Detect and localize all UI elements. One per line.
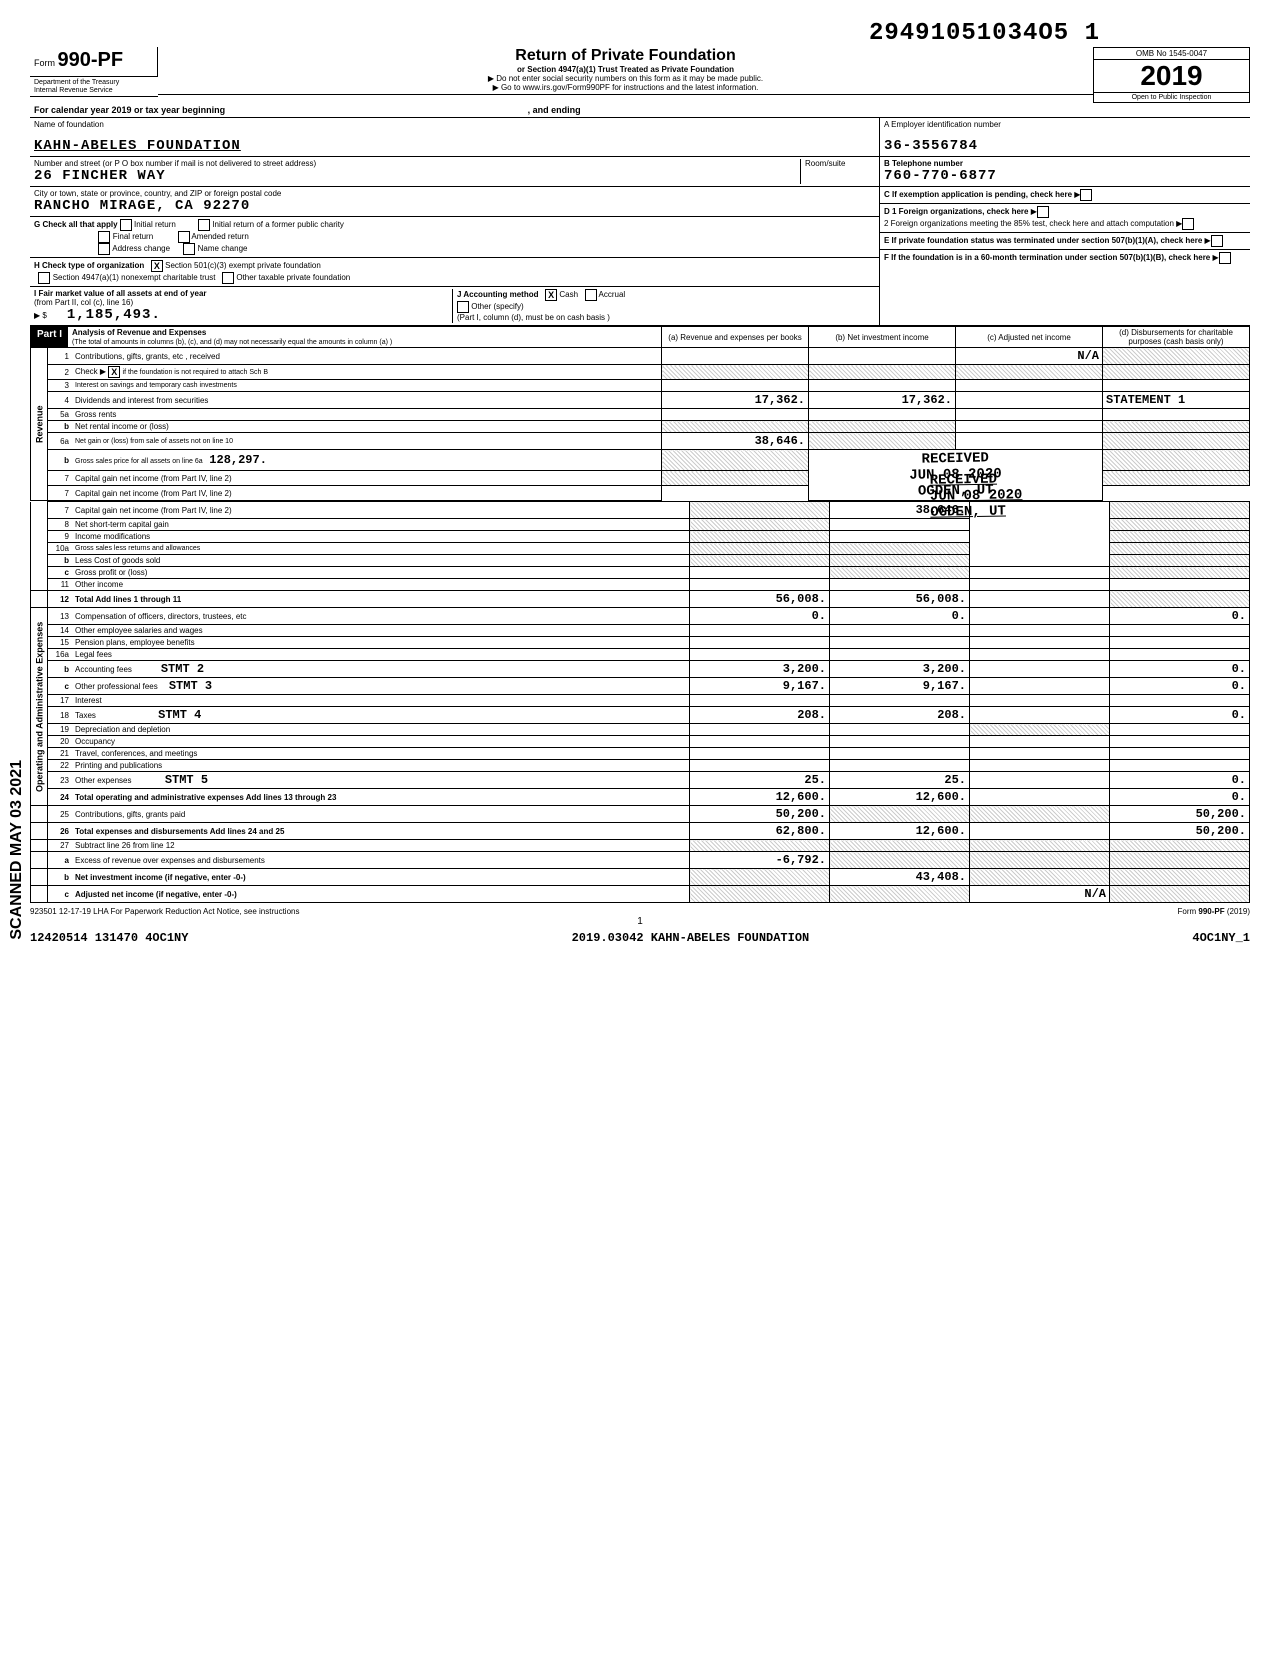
- name-cell: Name of foundation KAHN-ABELES FOUNDATIO…: [30, 118, 879, 157]
- form-box: Form 990-PF: [30, 47, 158, 77]
- 4947a1-check[interactable]: [38, 272, 50, 284]
- footer-right: Form 990-PF (2019): [1178, 907, 1250, 916]
- city-label: City or town, state or province, country…: [34, 189, 281, 198]
- col-a-header: (a) Revenue and expenses per books: [662, 327, 809, 348]
- footer-bottom-left: 12420514 131470 4OC1NY: [30, 931, 188, 945]
- title-line1: ▶ Do not enter social security numbers o…: [158, 74, 1093, 83]
- col-b-header: (b) Net investment income: [809, 327, 956, 348]
- title-line2: ▶ Go to www.irs.gov/Form990PF for instru…: [158, 83, 1093, 92]
- tax-year: 2019: [1094, 60, 1249, 92]
- foreign-org-check[interactable]: [1037, 206, 1049, 218]
- h-section: H Check type of organization Section 501…: [30, 258, 879, 287]
- address-change-check[interactable]: [98, 243, 110, 255]
- col-c-header: (c) Adjusted net income: [956, 327, 1103, 348]
- omb-box: OMB No 1545-0047 2019 Open to Public Ins…: [1093, 47, 1250, 103]
- ein: 36-3556784: [884, 138, 978, 154]
- title-main: Return of Private Foundation: [158, 47, 1093, 65]
- final-return-check[interactable]: [98, 231, 110, 243]
- scanned-stamp: SCANNED MAY 03 2021: [8, 760, 26, 940]
- initial-return-check[interactable]: [120, 219, 132, 231]
- title-block: Return of Private Foundation or Section …: [158, 47, 1093, 95]
- 507b1b-check[interactable]: [1219, 252, 1231, 264]
- expenses-label: Operating and Administrative Expenses: [31, 608, 48, 806]
- form-label: Form: [34, 58, 55, 68]
- address-cell: Number and street (or P O box number if …: [30, 157, 879, 187]
- part1-label: Part I: [31, 327, 68, 347]
- inspection-label: Open to Public Inspection: [1094, 92, 1249, 102]
- omb-number: OMB No 1545-0047: [1094, 48, 1249, 60]
- amended-return-check[interactable]: [178, 231, 190, 243]
- footer: 923501 12-17-19 LHA For Paperwork Reduct…: [30, 903, 1250, 916]
- calendar-year-row: For calendar year 2019 or tax year begin…: [30, 103, 1250, 118]
- sch-b-check[interactable]: [108, 366, 120, 378]
- document-number: 29491051034O5 1: [30, 20, 1250, 47]
- accrual-check[interactable]: [585, 289, 597, 301]
- title-sub: or Section 4947(a)(1) Trust Treated as P…: [158, 65, 1093, 74]
- name-change-check[interactable]: [183, 243, 195, 255]
- city: RANCHO MIRAGE, CA 92270: [34, 198, 250, 214]
- address: 26 FINCHER WAY: [34, 168, 166, 184]
- part1-table-cont: 7Capital gain net income (from Part IV, …: [30, 501, 1250, 903]
- fmv-value: 1,185,493.: [67, 307, 161, 323]
- e-cell: E If private foundation status was termi…: [880, 233, 1250, 250]
- phone: 760-770-6877: [884, 168, 997, 184]
- phone-cell: B Telephone number 760-770-6877: [880, 157, 1250, 187]
- part1-title: Analysis of Revenue and Expenses: [72, 328, 206, 337]
- form-number: 990-PF: [58, 49, 124, 71]
- f-cell: F If the foundation is in a 60-month ter…: [880, 250, 1250, 266]
- part1-desc: (The total of amounts in columns (b), (c…: [72, 339, 392, 346]
- other-taxable-check[interactable]: [222, 272, 234, 284]
- part1-table: Part I Analysis of Revenue and Expenses …: [30, 326, 1250, 501]
- cash-check[interactable]: [545, 289, 557, 301]
- name-label: Name of foundation: [34, 120, 104, 129]
- page-number: 1: [30, 916, 1250, 927]
- room-label: Room/suite: [800, 159, 875, 184]
- foundation-name: KAHN-ABELES FOUNDATION: [34, 138, 241, 154]
- exemption-pending-check[interactable]: [1080, 189, 1092, 201]
- ij-section: I Fair market value of all assets at end…: [30, 287, 879, 325]
- col-d-header: (d) Disbursements for charitable purpose…: [1103, 327, 1250, 348]
- addr-label: Number and street (or P O box number if …: [34, 159, 316, 168]
- footer-bottom-mid: 2019.03042 KAHN-ABELES FOUNDATION: [572, 931, 810, 945]
- city-cell: City or town, state or province, country…: [30, 187, 879, 217]
- revenue-label: Revenue: [31, 348, 48, 501]
- c-cell: C If exemption application is pending, c…: [880, 187, 1250, 204]
- other-method-check[interactable]: [457, 301, 469, 313]
- g-section: G Check all that apply Initial return In…: [30, 217, 879, 258]
- 85pct-check[interactable]: [1182, 218, 1194, 230]
- 507b1a-check[interactable]: [1211, 235, 1223, 247]
- received-stamp: RECEIVED JUN 08 2020 OGDEN, UT: [930, 471, 1023, 521]
- 501c3-check[interactable]: [151, 260, 163, 272]
- footer-bottom-right: 4OC1NY_1: [1192, 931, 1250, 945]
- footer-left: 923501 12-17-19 LHA For Paperwork Reduct…: [30, 907, 299, 916]
- dept-treasury: Department of the Treasury Internal Reve…: [30, 77, 158, 97]
- former-charity-check[interactable]: [198, 219, 210, 231]
- d-cell: D 1 Foreign organizations, check here ▶ …: [880, 204, 1250, 233]
- ein-cell: A Employer identification number 36-3556…: [880, 118, 1250, 157]
